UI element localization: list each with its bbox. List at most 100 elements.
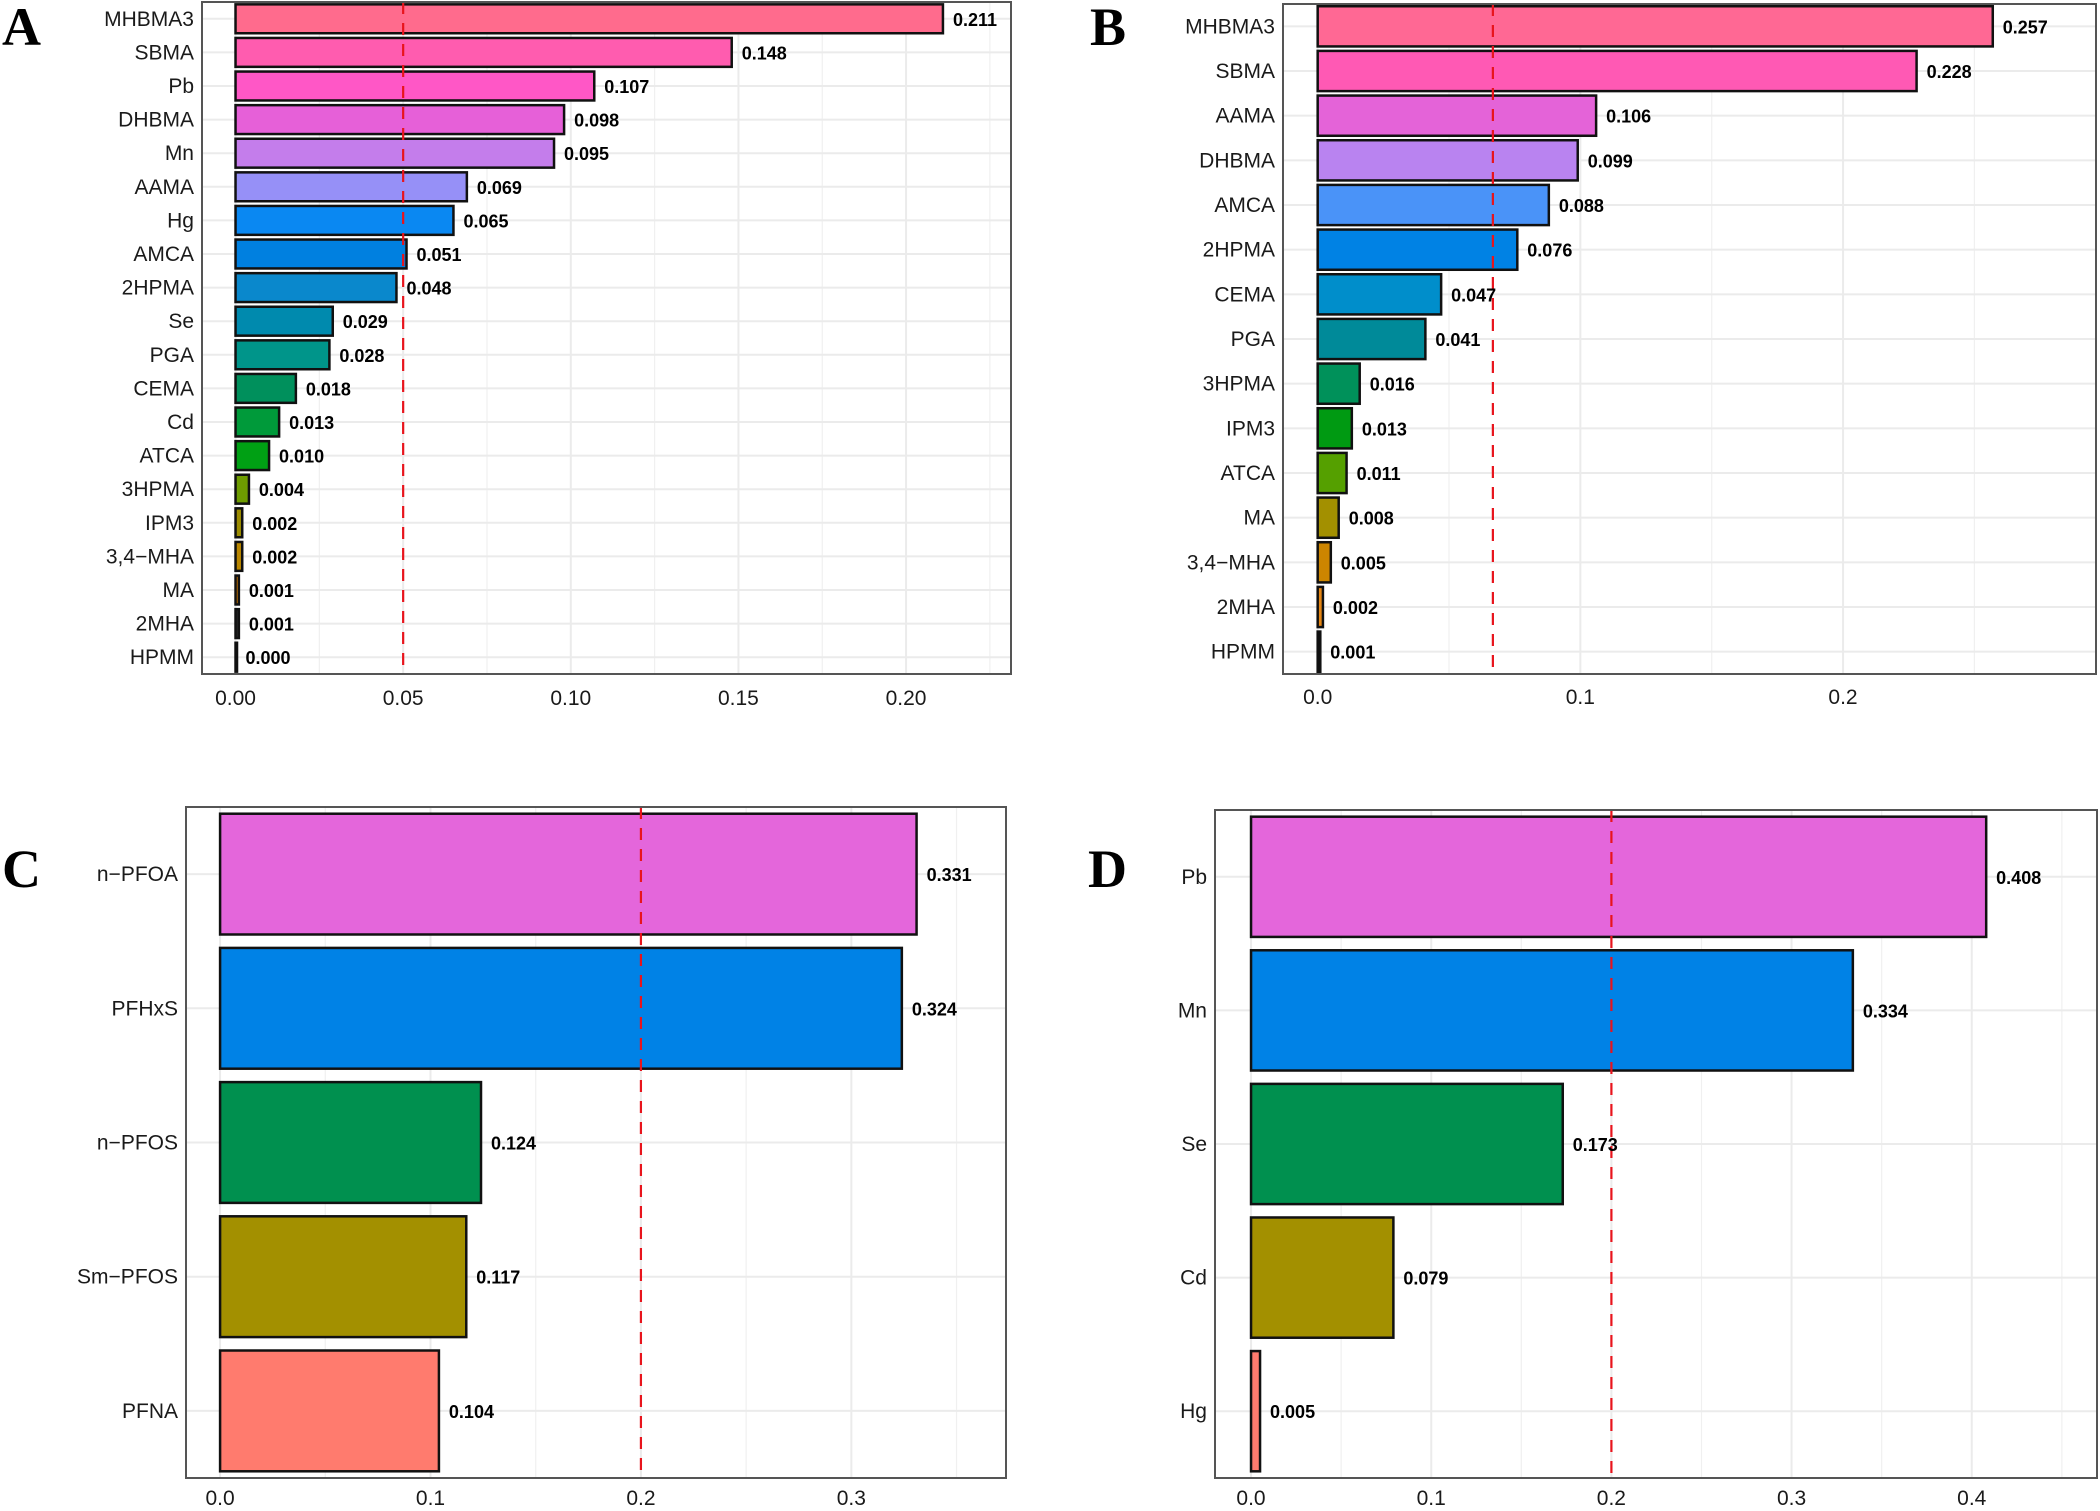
panel-a-category-label: PGA: [150, 344, 194, 367]
panel-c-x-tick-label: 0.0: [205, 1487, 234, 1510]
panel-a-category-label: 3,4−MHA: [106, 545, 194, 568]
panel-a-bar: [234, 507, 244, 539]
panel-c-bar: [218, 812, 918, 936]
panel-a-x-tick-label: 0.10: [550, 687, 591, 710]
panel-a-category-label: AAMA: [134, 176, 194, 199]
panel-a-value-label: 0.211: [953, 10, 997, 30]
panel-d-frame: [1214, 809, 2098, 1479]
panel-a-letter: A: [2, 0, 41, 57]
panel-d-category-label: Se: [1181, 1133, 1207, 1156]
panel-a-value-label: 0.148: [742, 43, 787, 63]
panel-a-value-label: 0.001: [249, 615, 294, 635]
panel-a-category-label: DHBMA: [118, 109, 194, 132]
panel-a-bar: [234, 3, 945, 35]
panel-d-category-label: Hg: [1180, 1400, 1207, 1423]
panel-c-x-tick-label: 0.2: [626, 1487, 655, 1510]
panel-a-value-label: 0.013: [289, 413, 334, 433]
panel-d: 0.408 0.334 0.173 0.079 0.005 Pb Mn Se Cd Hg 0.0 0.…: [1088, 809, 2098, 1510]
panel-b-bar: [1316, 540, 1333, 584]
panel-a-category-label: HPMM: [130, 646, 194, 669]
panel-b-value-label: 0.076: [1527, 241, 1572, 261]
panel-c-category-label: n−PFOA: [97, 863, 178, 886]
panel-a-bar: [234, 372, 298, 405]
panel-b-category-label: HPMM: [1211, 641, 1275, 664]
panel-b-bar: [1316, 272, 1443, 316]
panel-d-bar: [1249, 949, 1855, 1072]
panel-d-bar: [1249, 1082, 1565, 1206]
panel-a-value-label: 0.029: [343, 312, 388, 332]
panel-c-letter: C: [2, 839, 41, 899]
panel-a-value-label: 0.002: [252, 547, 297, 567]
panel-d-value-label: 0.408: [1996, 868, 2041, 888]
panel-d-category-label: Pb: [1181, 866, 1207, 889]
panel-a-bar: [234, 36, 733, 69]
panel-c-category-label: PFNA: [122, 1400, 178, 1423]
panel-d-bar: [1249, 1216, 1395, 1339]
panel-b: 0.257 0.228 0.106 0.099 0.088 0.076 0.047 0.041…: [1090, 0, 2097, 709]
panel-a-value-label: 0.107: [604, 77, 649, 97]
panel-a-bar: [234, 339, 331, 371]
panel-d-bar: [1249, 815, 1988, 939]
panel-a-category-label: MA: [163, 579, 195, 602]
panel-c-value-label: 0.124: [491, 1134, 536, 1154]
panel-b-bar: [1316, 4, 1995, 48]
panel-b-bar: [1316, 317, 1427, 361]
panel-b-bar: [1316, 496, 1340, 540]
panel-b-value-label: 0.008: [1349, 509, 1394, 529]
panel-b-bar: [1316, 183, 1551, 227]
panel-a-x-tick-label: 0.20: [886, 687, 927, 710]
panel-b-category-label: IPM3: [1226, 417, 1275, 440]
panel-a-bar: [234, 439, 271, 472]
panel-a-category-label: 2MHA: [136, 613, 194, 636]
panel-a: 0.211 0.148 0.107 0.098 0.095 0.069 0.0650.051…: [2, 0, 1012, 710]
panel-d-x-tick-label: 0.3: [1777, 1487, 1806, 1510]
panel-b-category-label: 3HPMA: [1203, 373, 1275, 396]
panel-d-value-label: 0.005: [1270, 1402, 1315, 1422]
panel-c-bar: [218, 946, 904, 1070]
panel-a-category-label: IPM3: [145, 512, 194, 535]
panel-c-value-label: 0.324: [912, 999, 957, 1019]
panel-b-value-label: 0.005: [1341, 553, 1386, 573]
panel-d-category-label: Mn: [1178, 999, 1207, 1022]
panel-a-category-label: Hg: [167, 209, 194, 232]
panel-b-bar: [1316, 362, 1361, 406]
panel-a-bar: [234, 137, 556, 169]
panel-b-category-label: PGA: [1231, 328, 1275, 351]
panel-a-value-label: 0.001: [249, 581, 294, 601]
panel-b-x-tick-label: 0.0: [1303, 686, 1332, 709]
panel-b-category-label: 2MHA: [1217, 596, 1275, 619]
panel-b-category-label: CEMA: [1214, 283, 1275, 306]
panel-b-value-label: 0.001: [1330, 643, 1375, 663]
panel-c-x-tick-label: 0.1: [416, 1487, 445, 1510]
panel-a-value-label: 0.098: [574, 111, 619, 131]
panel-c-bar: [218, 1215, 468, 1339]
panel-a-category-label: Mn: [165, 142, 194, 165]
panel-b-category-label: 3,4−MHA: [1187, 551, 1275, 574]
panel-a-category-label: ATCA: [140, 445, 194, 468]
panel-a-bar: [234, 305, 335, 337]
panel-a-bar: [234, 103, 566, 136]
panel-a-bar: [234, 607, 241, 640]
panel-c-bar: [218, 1349, 441, 1473]
panel-d-value-label: 0.079: [1403, 1269, 1448, 1289]
panel-a-bar: [234, 204, 455, 237]
panel-a-bar: [234, 238, 408, 270]
panel-a-value-label: 0.065: [463, 211, 508, 231]
panel-a-category-label: 3HPMA: [122, 478, 194, 501]
panel-b-bar: [1316, 138, 1579, 182]
panel-b-bar: [1316, 451, 1348, 495]
panel-b-category-label: AAMA: [1215, 105, 1275, 128]
panel-d-x-tick-label: 0.4: [1957, 1487, 1987, 1510]
panel-a-category-label: 2HPMA: [122, 277, 194, 300]
panel-d-x-tick-label: 0.1: [1417, 1487, 1446, 1510]
panel-b-value-label: 0.011: [1357, 464, 1401, 484]
panel-d-value-label: 0.173: [1573, 1135, 1618, 1155]
panel-a-category-label: AMCA: [133, 243, 194, 266]
panel-c-bar: [218, 1080, 483, 1205]
panel-b-bar: [1316, 630, 1322, 674]
panel-a-bar: [234, 473, 251, 505]
panel-a-value-label: 0.028: [339, 346, 384, 366]
panel-a-value-label: 0.051: [417, 245, 462, 265]
panel-b-category-label: DHBMA: [1199, 149, 1275, 172]
panel-b-value-label: 0.041: [1435, 330, 1480, 350]
